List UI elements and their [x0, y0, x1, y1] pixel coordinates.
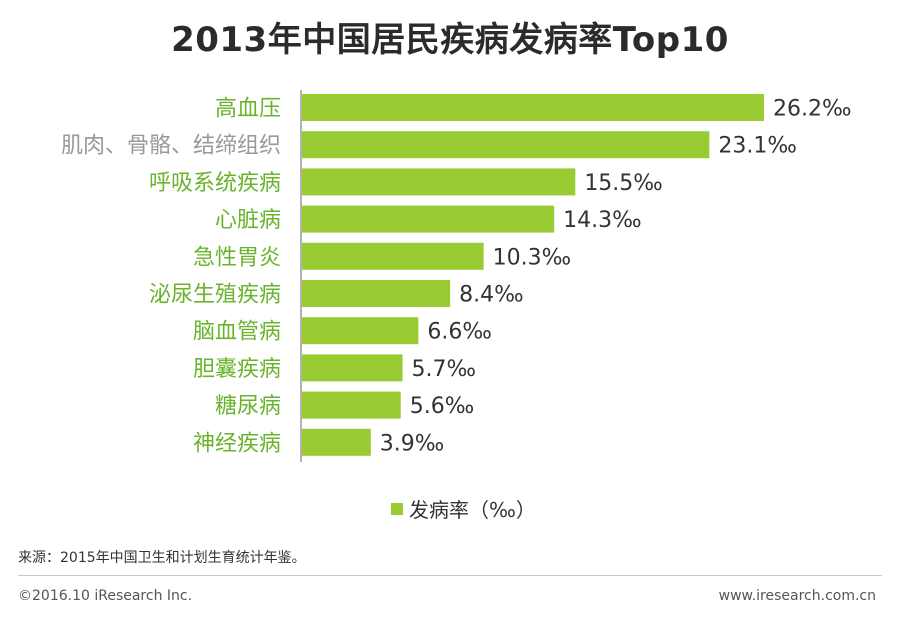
value-label: 8.4‰ [459, 283, 524, 308]
bar [302, 354, 403, 382]
category-label: 高血压 [215, 97, 281, 122]
bar [302, 205, 555, 233]
category-label: 泌尿生殖疾病 [149, 283, 281, 308]
value-label: 10.3‰ [493, 245, 572, 270]
bar [302, 131, 710, 159]
footer-divider [18, 575, 882, 576]
value-label: 5.7‰ [412, 357, 477, 382]
website-link[interactable]: www.iresearch.com.cn [718, 588, 876, 604]
value-label: 14.3‰ [563, 208, 642, 233]
bar [302, 317, 419, 345]
value-label: 15.5‰ [584, 171, 663, 196]
copyright: ©2016.10 iResearch Inc. [18, 588, 193, 604]
legend-label: 发病率（‰） [409, 498, 536, 522]
category-label: 肌肉、骨骼、结缔组织 [61, 134, 281, 159]
value-label: 3.9‰ [380, 431, 445, 456]
bar [302, 94, 764, 121]
legend-swatch [391, 502, 403, 515]
value-label: 5.6‰ [410, 394, 475, 419]
bar-chart: 高血压 26.2‰ 肌肉、骨骼、结缔组织 23.1‰ 呼吸系统疾病 15.5‰ 心脏病 14.… [61, 90, 852, 462]
value-label: 26.2‰ [773, 97, 852, 122]
category-label: 心脏病 [215, 208, 281, 233]
category-label: 脑血管病 [193, 320, 281, 345]
bar [302, 391, 401, 419]
legend: 发病率（‰） [391, 494, 536, 523]
bar [302, 168, 576, 196]
bar [302, 428, 371, 456]
bar [302, 280, 451, 307]
value-label: 6.6‰ [427, 320, 492, 345]
category-label: 呼吸系统疾病 [149, 171, 281, 196]
category-label: 神经疾病 [193, 431, 281, 456]
category-label: 急性胃炎 [193, 245, 281, 270]
value-label: 23.1‰ [718, 134, 797, 159]
category-label: 糖尿病 [215, 394, 281, 419]
category-label: 胆囊疾病 [193, 357, 281, 382]
chart-title: 2013年中国居民疾病发病率Top10 [171, 20, 729, 60]
source-note: 来源：2015年中国卫生和计划生育统计年鉴。 [18, 550, 306, 566]
bar [302, 242, 484, 270]
